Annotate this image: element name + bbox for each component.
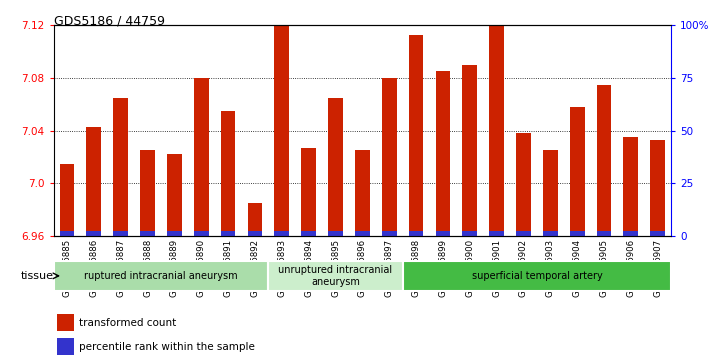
Bar bbox=[543, 150, 558, 236]
Bar bbox=[86, 127, 101, 236]
Text: superficial temporal artery: superficial temporal artery bbox=[471, 271, 603, 281]
Bar bbox=[516, 133, 531, 236]
Bar bbox=[650, 140, 665, 236]
Bar bbox=[301, 148, 316, 236]
Bar bbox=[408, 231, 423, 236]
Bar bbox=[570, 231, 585, 236]
Bar bbox=[301, 231, 316, 236]
Bar bbox=[328, 98, 343, 236]
Text: unruptured intracranial
aneurysm: unruptured intracranial aneurysm bbox=[278, 265, 393, 287]
Bar bbox=[248, 231, 262, 236]
Text: ruptured intracranial aneurysm: ruptured intracranial aneurysm bbox=[84, 271, 238, 281]
Bar bbox=[274, 231, 289, 236]
Text: tissue: tissue bbox=[21, 271, 54, 281]
Bar bbox=[167, 154, 182, 236]
Bar bbox=[114, 231, 128, 236]
Bar bbox=[56, 338, 74, 355]
Bar bbox=[328, 231, 343, 236]
Bar bbox=[489, 231, 504, 236]
Bar bbox=[355, 231, 370, 236]
Bar bbox=[274, 25, 289, 236]
Bar bbox=[436, 72, 451, 236]
Bar bbox=[623, 231, 638, 236]
Bar bbox=[114, 98, 128, 236]
Bar bbox=[140, 231, 155, 236]
Bar bbox=[516, 231, 531, 236]
Bar bbox=[489, 25, 504, 236]
Bar bbox=[623, 137, 638, 236]
Bar bbox=[59, 164, 74, 236]
Text: GDS5186 / 44759: GDS5186 / 44759 bbox=[54, 15, 164, 28]
Bar bbox=[54, 261, 268, 290]
Bar bbox=[248, 203, 262, 236]
Bar bbox=[436, 231, 451, 236]
Bar bbox=[543, 231, 558, 236]
Bar bbox=[403, 261, 671, 290]
Bar bbox=[86, 231, 101, 236]
Bar bbox=[194, 231, 208, 236]
Bar bbox=[597, 231, 611, 236]
Bar bbox=[408, 34, 423, 236]
Bar bbox=[597, 85, 611, 236]
Text: percentile rank within the sample: percentile rank within the sample bbox=[79, 342, 256, 352]
Bar bbox=[463, 65, 477, 236]
Text: transformed count: transformed count bbox=[79, 318, 177, 328]
Bar bbox=[463, 231, 477, 236]
Bar bbox=[56, 314, 74, 331]
Bar bbox=[382, 78, 396, 236]
Bar bbox=[650, 231, 665, 236]
Bar bbox=[382, 231, 396, 236]
Bar bbox=[355, 150, 370, 236]
Bar bbox=[570, 107, 585, 236]
Bar bbox=[221, 111, 236, 236]
Bar bbox=[140, 150, 155, 236]
Bar bbox=[221, 231, 236, 236]
Bar bbox=[59, 231, 74, 236]
Bar bbox=[194, 78, 208, 236]
Bar bbox=[167, 231, 182, 236]
Bar bbox=[268, 261, 403, 290]
